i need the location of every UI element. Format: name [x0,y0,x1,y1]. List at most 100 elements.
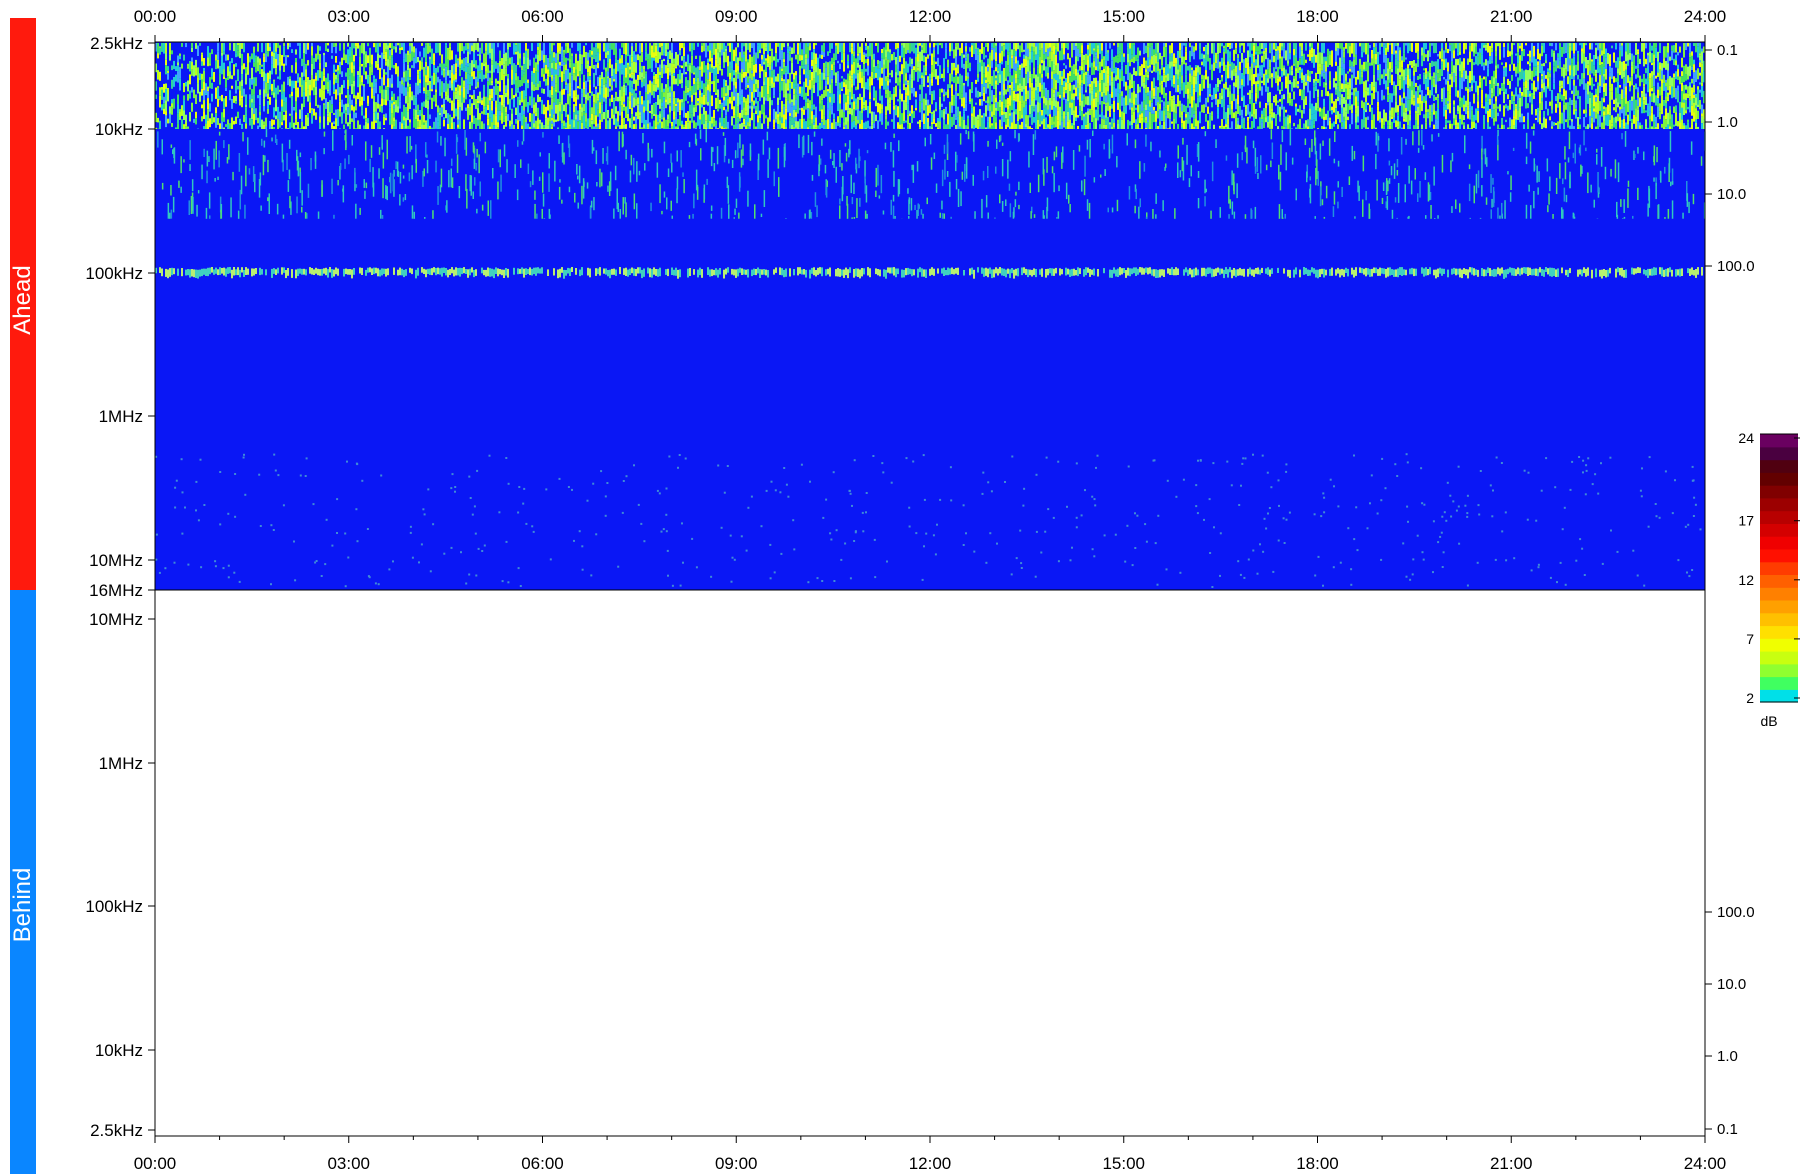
band-mark [1087,111,1089,123]
band-mark [351,118,353,122]
band-mark [417,126,419,129]
band-mark [1161,80,1163,85]
band-mark [1055,89,1057,101]
band-mark [1055,82,1057,90]
band-mark [1097,109,1099,121]
band-mark [989,105,991,112]
band-mark [533,84,535,91]
band-mark [723,62,725,68]
band-mark [535,62,537,72]
band-mark [445,80,447,92]
band-mark [523,64,525,72]
band-mark [775,76,777,82]
band-mark [843,61,845,72]
band-mark [469,94,471,97]
band-mark [1051,61,1053,72]
band-mark [977,114,979,120]
band-mark [731,48,733,61]
band-mark [625,43,627,55]
band-mark [851,96,853,100]
band-mark [1185,74,1187,85]
band-mark [541,103,543,114]
band-mark [1317,43,1319,50]
band-mark [581,107,583,113]
band-mark [319,122,321,129]
band-mark [307,79,309,90]
band-mark [639,43,641,54]
band-mark [675,126,677,129]
band-mark [859,64,861,72]
band-mark [1191,96,1193,108]
band-mark [971,98,973,108]
band-mark [617,96,619,102]
band-mark [323,127,325,129]
band-mark [1083,54,1085,61]
band-mark [625,87,627,96]
band-mark [1229,63,1231,67]
band-mark [717,49,719,53]
band-mark [899,71,901,76]
band-mark [903,121,905,124]
band-mark [931,111,933,115]
band-mark [775,119,777,123]
band-mark [1185,105,1187,114]
band-mark [641,65,643,69]
band-mark [431,48,433,54]
band-mark [809,108,811,120]
band-mark [949,113,951,120]
band-mark [657,114,659,122]
band-mark [375,43,377,53]
band-mark [241,43,243,49]
band-mark [787,79,789,89]
band-mark [779,81,781,93]
band-mark [553,102,555,115]
band-mark [573,63,575,67]
band-mark [605,87,607,99]
band-mark [797,83,799,95]
band-mark [625,124,627,129]
band-mark [217,86,219,89]
band-mark [1239,70,1241,81]
band-mark [405,118,407,129]
band-mark [1207,54,1209,62]
band-mark [707,101,709,106]
band-mark [661,117,663,120]
band-mark [645,119,647,129]
band-mark [667,92,669,105]
band-mark [1147,71,1149,75]
band-mark [763,85,765,97]
band-mark [717,52,719,64]
band-mark [1053,124,1055,128]
band-mark [819,78,821,91]
band-mark [773,69,775,75]
band-mark [491,48,493,61]
band-mark [399,101,401,109]
band-mark [291,115,293,128]
band-mark [1049,59,1051,68]
band-mark [877,68,879,81]
band-mark [319,46,321,51]
band-mark [429,125,431,129]
band-mark [1299,118,1301,129]
band-mark [1249,43,1251,54]
band-mark [917,70,919,82]
band-mark [753,122,755,129]
band-mark [1001,51,1003,62]
band-mark [741,109,743,118]
band-mark [1033,87,1035,99]
band-mark [669,63,671,73]
band-mark [1255,81,1257,93]
band-mark [195,94,197,104]
band-mark [869,101,871,114]
band-mark [1003,43,1005,46]
band-mark [607,76,609,79]
band-mark [633,75,635,84]
band-mark [1159,109,1161,122]
band-mark [251,89,253,96]
band-mark [855,116,857,126]
band-mark [583,126,585,129]
band-mark [1139,89,1141,93]
band-mark [659,64,661,72]
band-mark [183,95,185,101]
band-mark [679,43,681,51]
